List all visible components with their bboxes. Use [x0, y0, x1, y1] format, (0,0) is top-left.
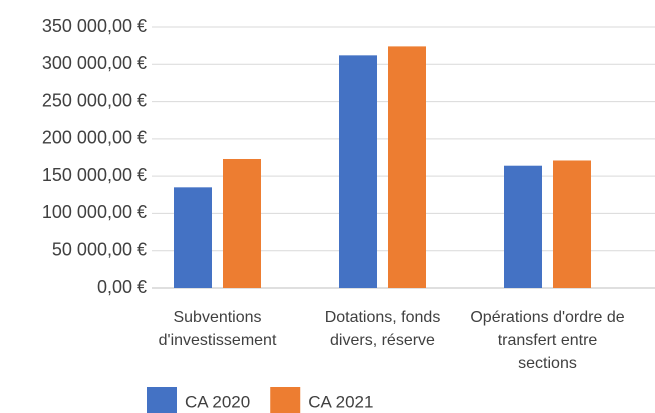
bar	[174, 187, 212, 288]
x-tick-label: Subventions d'investissement	[158, 309, 277, 349]
y-tick-label: 100 000,00 €	[42, 202, 147, 222]
bar	[504, 165, 542, 288]
y-tick-label: 300 000,00 €	[42, 53, 147, 73]
y-tick-label: 50 000,00 €	[52, 239, 147, 259]
bar	[339, 55, 377, 288]
y-tick-label: 250 000,00 €	[42, 90, 147, 110]
legend-swatch	[147, 387, 177, 413]
legend-label: CA 2020	[185, 392, 250, 411]
y-tick-label: 350 000,00 €	[42, 16, 147, 36]
y-tick-label: 150 000,00 €	[42, 165, 147, 185]
y-tick-label: 200 000,00 €	[42, 128, 147, 148]
legend-swatch	[270, 387, 301, 413]
bar	[553, 160, 591, 288]
bar	[388, 46, 426, 288]
legend-label: CA 2021	[308, 392, 373, 411]
x-tick-label: Dotations, fonds divers, réserve	[324, 309, 441, 349]
bar	[223, 158, 261, 288]
x-tick-label: Opérations d'ordre de transfert entre se…	[470, 309, 625, 372]
y-tick-label: 0,00 €	[97, 277, 147, 297]
